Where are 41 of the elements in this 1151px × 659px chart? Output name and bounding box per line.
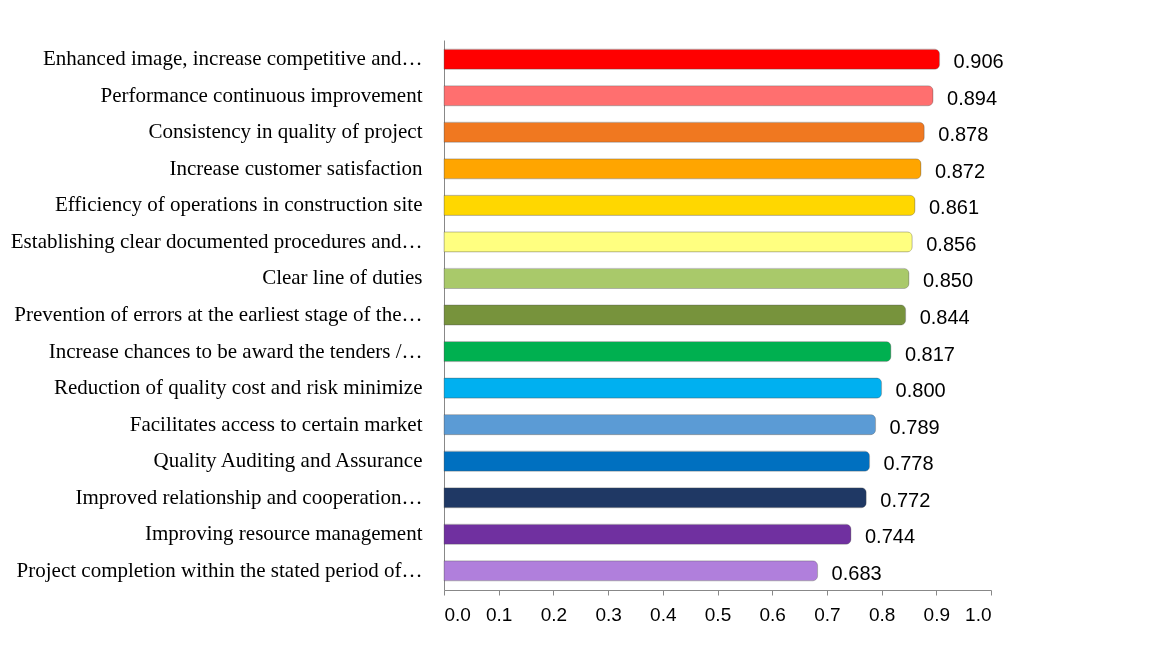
x-tick-label: 1.0 xyxy=(965,603,992,625)
y-tick-label: Quality Auditing and Assurance xyxy=(153,448,423,473)
data-label: 0.683 xyxy=(831,561,882,584)
data-label: 0.772 xyxy=(880,488,931,511)
data-label: 0.850 xyxy=(922,269,974,292)
y-tick-label: Efficiency of operations in construction site xyxy=(54,192,423,217)
y-tick-label: Consistency in quality of project xyxy=(148,119,423,144)
y-tick-label: Performance continuous improvement xyxy=(100,82,423,107)
x-tick-label: 0.7 xyxy=(814,603,841,625)
x-tick-label: 0.1 xyxy=(485,603,513,625)
x-tick-label: 0.9 xyxy=(923,603,951,625)
data-label: 0.778 xyxy=(883,452,934,475)
y-tick-label: Project completion within the stated period of… xyxy=(16,557,423,582)
x-tick-label: 0.3 xyxy=(595,603,622,625)
x-tick-label: 0.5 xyxy=(704,603,732,625)
y-tick-label: Improved relationship and cooperation… xyxy=(75,484,423,509)
data-label: 0.906 xyxy=(953,50,1004,73)
data-label: 0.861 xyxy=(928,196,980,219)
x-tick-label: 0.4 xyxy=(650,603,677,625)
x-tick-label: 0.6 xyxy=(759,603,786,625)
data-label: 0.844 xyxy=(919,306,970,328)
y-tick-label: Facilitates access to certain market xyxy=(129,411,423,436)
y-tick-label: Prevention of errors at the earliest stage of the… xyxy=(14,302,423,326)
y-tick-label: Establishing clear documented procedures and… xyxy=(10,228,423,253)
data-label: 0.789 xyxy=(889,415,940,438)
data-label: 0.872 xyxy=(934,159,986,182)
y-tick-label: Increase customer satisfaction xyxy=(169,155,423,180)
data-label: 0.856 xyxy=(926,232,977,255)
data-label: 0.878 xyxy=(938,123,989,146)
y-tick-label: Clear line of duties xyxy=(262,265,423,290)
y-tick-label: Improving resource management xyxy=(144,521,423,546)
x-tick-label: 0.2 xyxy=(540,603,568,625)
data-label: 0.894 xyxy=(947,86,998,109)
x-tick-label: 0.8 xyxy=(868,603,896,625)
data-label: 0.800 xyxy=(895,379,946,402)
data-label: 0.817 xyxy=(904,342,955,365)
data-label: 0.744 xyxy=(864,525,916,548)
y-tick-label: Enhanced image, increase competitive and… xyxy=(42,46,423,71)
x-tick-label: 0.0 xyxy=(444,603,471,625)
y-tick-label: Reduction of quality cost and risk minimize xyxy=(53,375,423,400)
y-tick-label: Increase chances to be award the tenders /… xyxy=(48,338,423,363)
